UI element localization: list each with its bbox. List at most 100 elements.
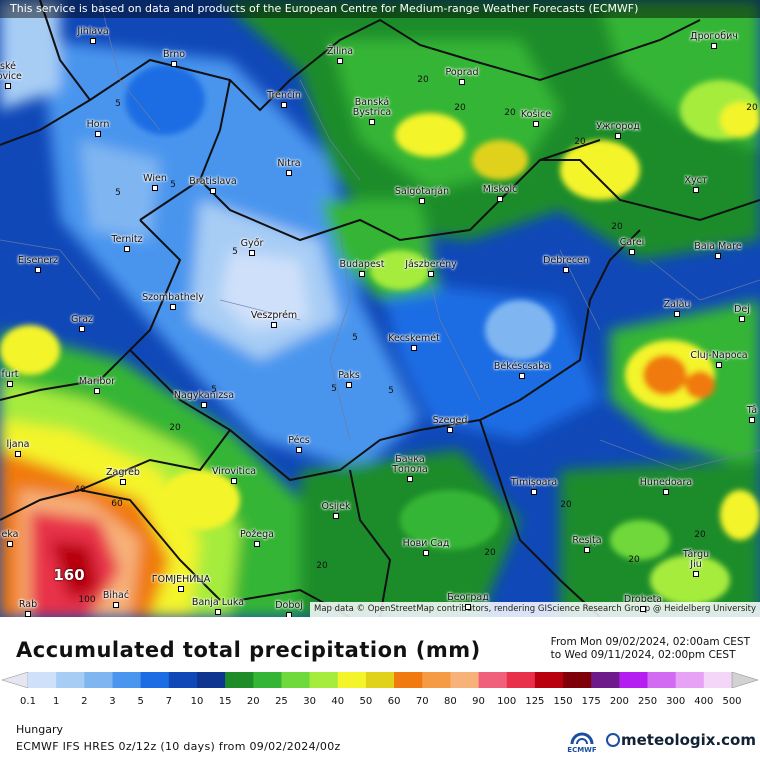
color-legend xyxy=(2,672,758,688)
legend-level-label: 200 xyxy=(609,696,629,707)
legend-level-label: 40 xyxy=(331,696,345,707)
city-marker-maribor xyxy=(94,388,100,394)
legend-level-label: 80 xyxy=(444,696,457,707)
city-label-osijek: Osijek xyxy=(321,501,351,512)
contour-label: 20 xyxy=(454,103,466,113)
contour-label: 20 xyxy=(417,75,429,85)
legend-swatch xyxy=(619,672,649,688)
ecmwf-logo-icon xyxy=(570,732,594,745)
legend-swatch xyxy=(591,672,620,688)
meteologix-icon xyxy=(606,733,620,747)
legend-labels: 0.1 1 2 3 5 7 10 15 20 25 30 40 50 60 70 80 90 100 125 150 1… xyxy=(0,696,760,710)
legend-swatch xyxy=(337,672,367,688)
city-label-uzhgorod: Ужгород xyxy=(596,121,640,132)
contour-label: 20 xyxy=(574,137,586,147)
legend-level-label: 175 xyxy=(581,696,601,707)
city-label-timisoara: Timișoara xyxy=(510,477,558,488)
city-marker-bekescsaba xyxy=(519,373,525,379)
legend-swatch xyxy=(647,672,677,688)
city-marker-eka xyxy=(7,541,13,547)
city-label-bihac: Bihać xyxy=(102,590,130,601)
city-label-kosice: Košice xyxy=(520,109,552,120)
map-attribution[interactable]: Map data © OpenStreetMap contributors, r… xyxy=(310,602,760,617)
city-label-khust: Хуст xyxy=(684,175,708,186)
city-label-doboj: Doboj xyxy=(275,600,303,611)
legend-swatch xyxy=(309,672,339,688)
city-label-drobeta: Drobeta xyxy=(623,594,663,605)
legend-level-label: 150 xyxy=(553,696,573,707)
legend-level-label: 90 xyxy=(472,696,485,707)
city-marker-targujiu xyxy=(693,571,699,577)
legend-level-label: 50 xyxy=(359,696,373,707)
city-label-carei: Carei xyxy=(619,237,645,248)
city-marker-furt xyxy=(7,381,13,387)
city-label-paks: Paks xyxy=(338,370,360,381)
city-marker-uzhgorod xyxy=(615,133,621,139)
city-marker-ljubljana xyxy=(15,451,21,457)
city-marker-pozega xyxy=(254,541,260,547)
city-label-banjaluka: Banja Luka xyxy=(191,597,245,608)
city-label-szombathely: Szombathely xyxy=(142,292,204,303)
city-label-zalau: Zalău xyxy=(663,299,691,310)
city-label-resita: Reșița xyxy=(572,535,602,546)
city-label-jaszbereny: Jászberény xyxy=(405,259,457,270)
contour-label: 5 xyxy=(352,333,358,343)
city-label-ta: Tâ xyxy=(746,405,758,416)
legend-level-label: 400 xyxy=(694,696,714,707)
city-marker-kecskemet xyxy=(411,345,417,351)
city-label-gyor: Győr xyxy=(240,238,264,249)
city-marker-clujnapoca xyxy=(716,362,722,368)
city-label-zagreb: Zagreb xyxy=(106,467,140,478)
city-marker-poprad xyxy=(459,79,465,85)
city-label-miskolc: Miskolc xyxy=(482,184,518,195)
legend-min-arrow xyxy=(2,672,29,688)
city-marker-eisenerz xyxy=(35,267,41,273)
ecmwf-logo: ECMWF xyxy=(562,728,602,756)
contour-label: 5 xyxy=(115,188,121,198)
legend-swatch xyxy=(478,672,508,688)
city-label-furt: furt xyxy=(1,369,19,380)
legend-swatch xyxy=(281,672,311,688)
city-label-drogobych: Дрогобич xyxy=(690,31,738,42)
contour-label: 5 xyxy=(232,247,238,257)
city-marker-gomjenica xyxy=(178,586,184,592)
city-marker-veszprem xyxy=(271,322,277,328)
contour-label: 20 xyxy=(694,530,706,540)
legend-max-arrow xyxy=(731,672,758,688)
city-label-ternitz: Ternitz xyxy=(111,234,143,245)
brand-link[interactable]: meteologix.com xyxy=(606,731,756,749)
city-label-budapest: Budapest xyxy=(339,259,385,270)
city-marker-resita xyxy=(584,547,590,553)
legend-level-label: 70 xyxy=(415,696,429,707)
legend-level-label: 500 xyxy=(722,696,742,707)
city-label-virovitica: Virovitica xyxy=(211,466,257,477)
city-marker-beograd xyxy=(465,604,471,610)
city-label-eisenerz: Eisenerz xyxy=(17,255,59,266)
legend-level-label: 30 xyxy=(303,696,316,707)
legend-level-label: 3 xyxy=(109,696,116,707)
city-marker-salgotarjan xyxy=(419,198,425,204)
contour-label: 20 xyxy=(746,103,758,113)
city-marker-virovitica xyxy=(231,478,237,484)
city-marker-horn xyxy=(95,131,101,137)
city-marker-gyor xyxy=(249,250,255,256)
legend-level-label: 5 xyxy=(137,696,144,707)
legend-swatch xyxy=(365,672,395,688)
period-to: to Wed 09/11/2024, 02:00pm CEST xyxy=(550,649,736,661)
city-marker-noviSad xyxy=(423,550,429,556)
legend-swatch xyxy=(168,672,198,688)
city-label-szeged: Szeged xyxy=(432,415,468,426)
contour-label: 5 xyxy=(115,99,121,109)
city-marker-carei xyxy=(629,249,635,255)
city-label-gomjenica: ГОМЈЕНИЦА xyxy=(151,574,211,585)
legend-swatch xyxy=(394,672,423,688)
city-label-dej: Dej xyxy=(734,304,750,315)
city-label-baiamare: Baia Mare xyxy=(694,241,742,252)
legend-level-label: 0.1 xyxy=(20,696,36,707)
city-label-salgotarjan: Salgótarján xyxy=(394,186,450,197)
contour-label: 20 xyxy=(504,108,516,118)
city-label-beograd: Београд xyxy=(447,592,489,603)
forecast-period: From Mon 09/02/2024, 02:00am CEST to Wed… xyxy=(551,636,750,662)
city-marker-graz xyxy=(79,326,85,332)
city-marker-hunedoara xyxy=(663,489,669,495)
